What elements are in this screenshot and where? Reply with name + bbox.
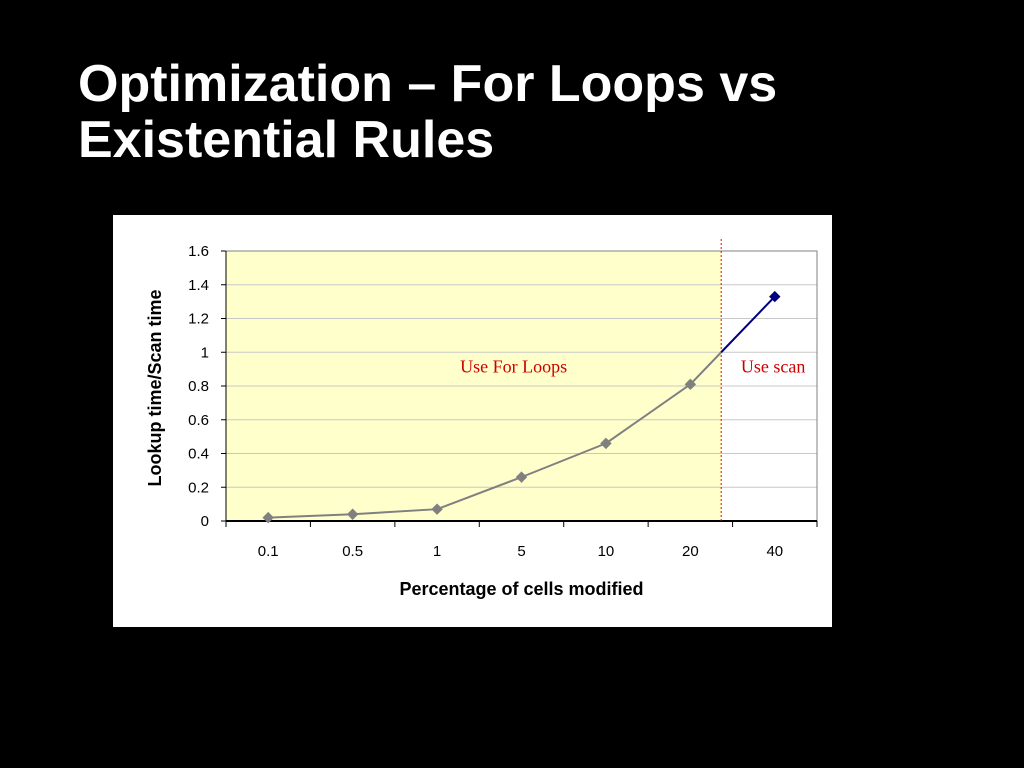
series-segment	[689, 351, 722, 386]
series-segment	[605, 383, 691, 445]
series-segment	[268, 513, 353, 519]
y-tick-label: 0.4	[188, 446, 209, 463]
data-point	[684, 378, 697, 391]
y-tick-label: 0.2	[188, 479, 209, 496]
slide-title: Optimization – For Loops vs Existential …	[78, 56, 978, 168]
annotation-use-for-loops: Use For Loops	[460, 357, 567, 377]
data-point	[515, 471, 528, 483]
y-tick-label: 0	[201, 513, 209, 530]
data-point	[346, 508, 359, 520]
y-tick-label: 1	[201, 344, 209, 361]
x-tick-label: 0.1	[258, 543, 279, 560]
x-tick-label: 10	[598, 543, 615, 560]
slide-title-line-2: Existential Rules	[78, 111, 495, 169]
series-segment	[436, 476, 522, 511]
x-tick-label: 1	[433, 543, 441, 560]
x-tick-label: 5	[517, 543, 525, 560]
x-axis-title: Percentage of cells modified	[399, 579, 643, 599]
x-tick-label: 20	[682, 543, 699, 560]
y-tick-label: 1.6	[188, 243, 209, 260]
series-segment-scan	[720, 295, 776, 353]
x-tick-label: 40	[766, 543, 783, 560]
chart-panel: 0 0.2 0.4 0.6 0.8 1 1.2 1.4 1.6 0.1 0.5 1 5 10 20 40 Use…	[113, 215, 832, 627]
y-tick-label: 0.8	[188, 378, 209, 395]
y-axis-title: Lookup time/Scan time	[145, 289, 165, 486]
series-segment	[521, 442, 607, 479]
data-point	[431, 503, 443, 515]
series-segment	[352, 508, 438, 516]
x-tick-label: 0.5	[342, 543, 363, 560]
slide-title-line-1: Optimization – For Loops vs	[78, 55, 778, 113]
data-point	[600, 437, 612, 450]
line-chart: 0 0.2 0.4 0.6 0.8 1 1.2 1.4 1.6 0.1 0.5 1 5 10 20 40 Use…	[145, 239, 818, 599]
y-tick-label: 0.6	[188, 412, 209, 429]
data-point	[262, 511, 274, 524]
data-point	[769, 290, 781, 303]
annotation-use-scan: Use scan	[741, 357, 805, 377]
y-tick-label: 1.4	[188, 277, 209, 294]
y-tick-label: 1.2	[188, 311, 209, 328]
